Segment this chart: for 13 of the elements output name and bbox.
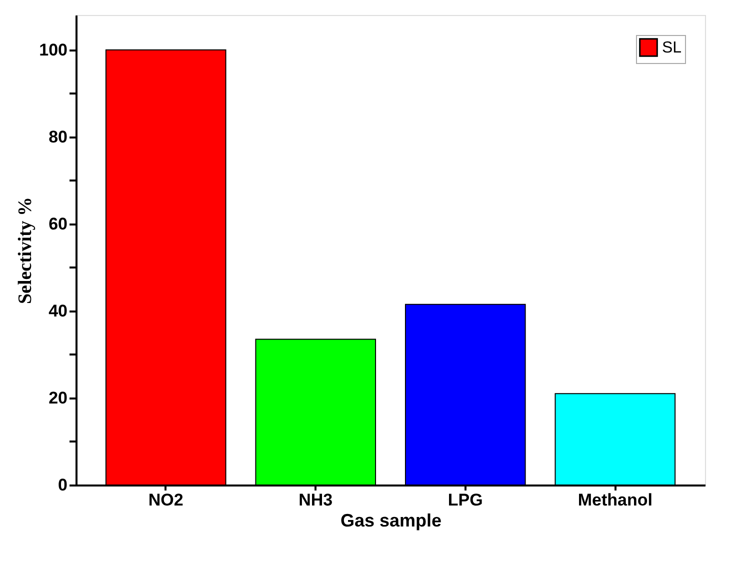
y-tick-label: 40 xyxy=(48,301,68,320)
y-tick-label: 80 xyxy=(48,127,68,146)
x-tick-label: LPG xyxy=(448,490,483,510)
x-tick-label: NH3 xyxy=(298,490,333,510)
y-tick-label: 0 xyxy=(58,476,68,494)
x-tick-label: NO2 xyxy=(148,490,184,510)
legend-label: SL xyxy=(662,40,682,56)
y-axis-title: Selectivity % xyxy=(15,196,36,304)
y-tick-label: 100 xyxy=(39,40,68,60)
y-tick-label: 20 xyxy=(48,388,68,408)
x-axis-title: Gas sample xyxy=(340,510,442,530)
y-tick-label: 60 xyxy=(48,214,68,234)
x-tick-label: Methanol xyxy=(578,490,652,510)
